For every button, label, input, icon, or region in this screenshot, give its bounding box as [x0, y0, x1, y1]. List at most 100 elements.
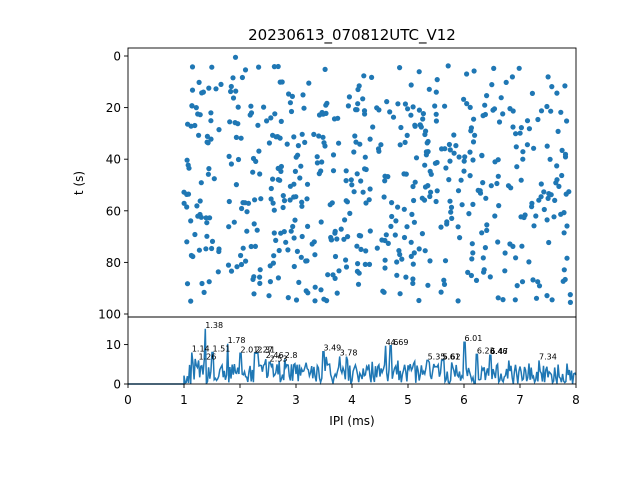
scatter-point [434, 188, 440, 194]
scatter-point [318, 219, 324, 225]
scatter-point [351, 149, 357, 155]
scatter-point [483, 195, 489, 201]
scatter-point [538, 108, 545, 114]
scatter-point [434, 77, 440, 83]
scatter-point [419, 231, 425, 237]
scatter-point [559, 172, 565, 179]
scatter-point [433, 118, 439, 124]
scatter-point [405, 106, 411, 112]
scatter-point [468, 125, 474, 131]
scatter-point [209, 238, 216, 244]
scatter-point [275, 177, 281, 183]
scatter-point [472, 132, 478, 138]
scatter-point [185, 162, 191, 168]
scatter-point [544, 293, 550, 299]
peak-label: 1.78 [228, 336, 246, 345]
scatter-point [531, 223, 537, 229]
scatter-point [505, 183, 512, 189]
peak-labels: 1.141.26 1.38 1.511.782.012.272.312.462.53… [192, 321, 557, 364]
scatter-point [382, 257, 388, 263]
scatter-point [198, 214, 204, 220]
scatter-point [461, 158, 467, 164]
scatter-point [211, 176, 217, 182]
scatter-point [306, 80, 312, 86]
histogram-x-tick-label: 7 [516, 393, 524, 407]
scatter-point [353, 139, 359, 145]
scatter-point [374, 245, 380, 251]
scatter-point [432, 160, 438, 166]
scatter-y-tick-label: 100 [98, 308, 121, 322]
scatter-point [433, 111, 439, 117]
scatter-point [554, 90, 560, 96]
scatter-point [392, 232, 398, 238]
scatter-point [518, 177, 524, 183]
scatter-point [417, 122, 423, 128]
scatter-point [526, 126, 533, 132]
scatter-point [395, 101, 401, 107]
scatter-point [449, 215, 455, 221]
scatter-point [252, 243, 258, 249]
scatter-point [279, 79, 285, 85]
scatter-point [275, 63, 281, 70]
scatter-point [510, 108, 516, 114]
scatter-point [529, 204, 535, 210]
scatter-point [382, 265, 388, 271]
scatter-point [521, 214, 527, 221]
scatter-point [438, 289, 444, 295]
scatter-point [288, 228, 294, 234]
scatter-point [455, 224, 461, 230]
scatter-point [342, 217, 348, 223]
scatter-point [284, 141, 290, 147]
scatter-point [535, 116, 541, 123]
scatter-point [495, 295, 501, 301]
scatter-point [558, 211, 564, 217]
peak-label: 5.62 [443, 352, 461, 361]
scatter-point [545, 74, 551, 80]
scatter-point [427, 193, 433, 200]
scatter-point [302, 139, 308, 145]
scatter-point [489, 82, 495, 88]
histogram-line [128, 328, 577, 386]
scatter-point [546, 191, 552, 197]
scatter-point [318, 287, 324, 293]
scatter-point [270, 260, 276, 266]
scatter-point [367, 228, 373, 234]
scatter-point [399, 256, 405, 262]
scatter-point [198, 180, 204, 186]
scatter-point [549, 84, 555, 90]
scatter-point [495, 239, 501, 245]
histogram-x-tick-label: 2 [236, 393, 244, 407]
peak-label: 2.01 [241, 345, 259, 354]
scatter-point [201, 289, 207, 295]
scatter-point [416, 246, 422, 252]
scatter-point [535, 279, 541, 285]
scatter-point [291, 134, 297, 140]
scatter-point [305, 223, 311, 229]
peak-label: 1.38 [205, 321, 223, 330]
scatter-point [299, 199, 305, 205]
scatter-point [441, 277, 447, 283]
scatter-point [394, 272, 400, 278]
scatter-point [491, 106, 498, 112]
scatter-point [355, 101, 361, 107]
scatter-point [551, 214, 557, 220]
scatter-point [462, 154, 468, 160]
histogram-y-tick-label: 10 [106, 338, 121, 352]
scatter-point [389, 213, 395, 220]
scatter-point [412, 122, 418, 128]
scatter-point [477, 188, 483, 194]
scatter-point [215, 269, 221, 275]
scatter-point [397, 142, 403, 148]
scatter-point [304, 196, 310, 202]
scatter-point [502, 268, 508, 274]
scatter-point [346, 94, 352, 100]
scatter-point [520, 149, 526, 155]
scatter-y-tick-label: 40 [106, 153, 121, 167]
scatter-point [293, 194, 299, 200]
scatter-point [216, 127, 222, 133]
scatter-point [216, 248, 222, 255]
scatter-point [257, 171, 263, 177]
scatter-point [295, 143, 301, 149]
peak-label: 6.23 [477, 346, 495, 355]
